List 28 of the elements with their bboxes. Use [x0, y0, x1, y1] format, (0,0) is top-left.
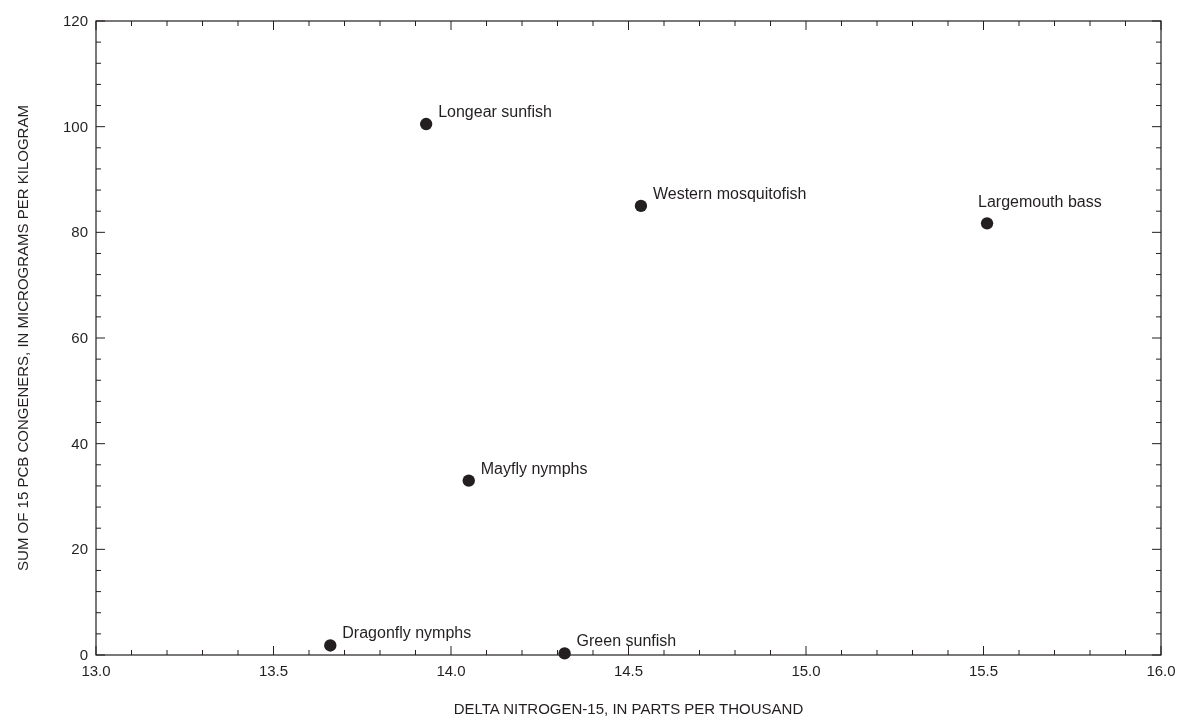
- point: [634, 199, 648, 213]
- y-tick-label: 0: [79, 646, 88, 663]
- y-tick-label: 60: [71, 329, 88, 346]
- x-axis-title: DELTA NITROGEN-15, IN PARTS PER THOUSAND: [453, 700, 804, 717]
- x-tick-label: 14.0: [436, 662, 466, 679]
- annotation: Mayfly nymphs: [480, 459, 588, 477]
- x-tick-label: 15.5: [968, 662, 999, 679]
- annotation: Western mosquitofish: [652, 184, 807, 202]
- annotation: Dragonfly nymphs: [342, 624, 472, 642]
- x-tick-label: 15.0: [791, 662, 821, 679]
- annotation: Largemouth bass: [978, 193, 1102, 211]
- y-axis-title: SUM OF 15 PCB CONGENERS, IN MICROGRAMS PER KILOGRAM: [14, 105, 31, 571]
- point: [462, 474, 475, 487]
- y-tick-label: 20: [71, 540, 88, 558]
- x-tick-label: 14.5: [613, 662, 644, 679]
- y-tick-label: 120: [62, 12, 88, 29]
- x-tick-label: 16.0: [1146, 662, 1176, 679]
- y-tick-label: 100: [62, 117, 88, 135]
- x-tick-label: 13.5: [258, 662, 289, 679]
- y-tick-label: 80: [71, 223, 88, 241]
- point: [558, 647, 571, 660]
- y-tick-label: 40: [71, 434, 88, 452]
- point: [980, 217, 994, 230]
- x-tick-label: 13.0: [81, 662, 111, 679]
- point: [419, 117, 433, 131]
- annotation: Green sunfish: [576, 632, 677, 650]
- point: [324, 639, 337, 652]
- annotation: Longear sunfish: [438, 103, 553, 121]
